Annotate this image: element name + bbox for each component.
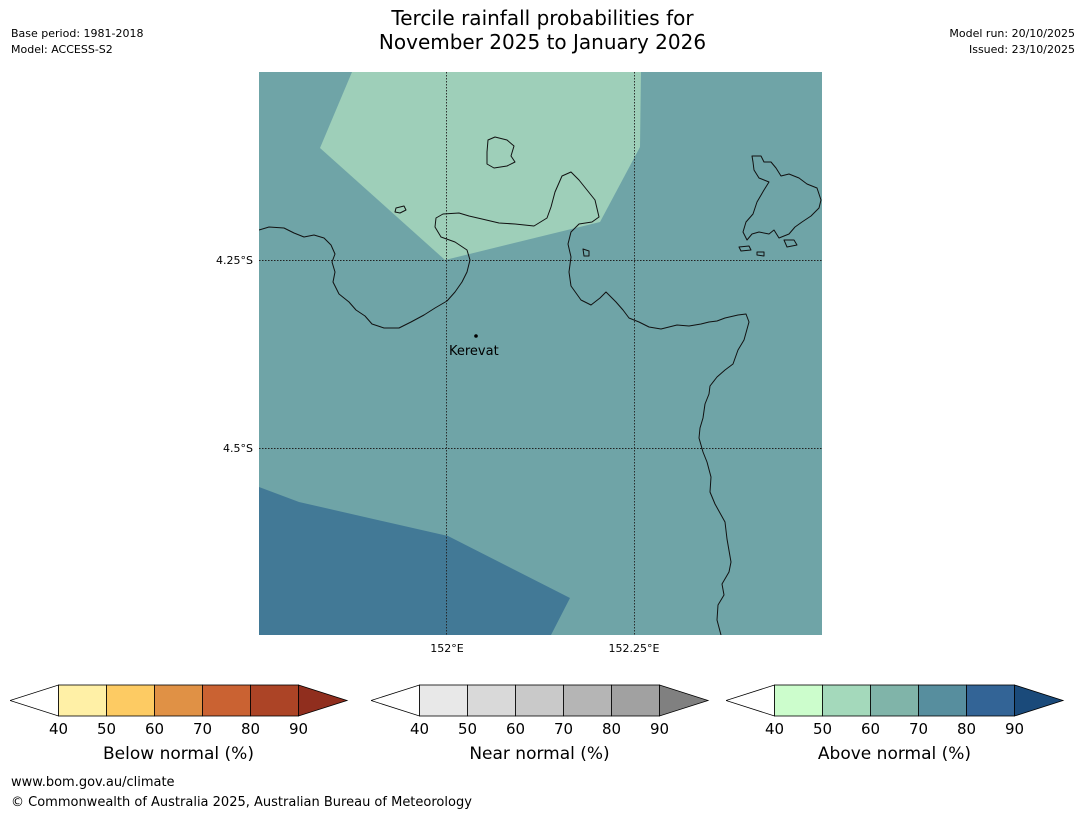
legend-above-title: Above normal (%) xyxy=(817,744,972,764)
legend-near-tick-60: 60 xyxy=(506,720,525,738)
legend-above-normal-colorbar: 40 50 60 70 80 90 xyxy=(726,684,1065,738)
model-run-label: Model run: 20/10/2025 xyxy=(949,27,1075,40)
legend-near-tick-70: 70 xyxy=(554,720,573,738)
legend-above-bin-80-90 xyxy=(966,684,1015,717)
legend-above-tick-80: 80 xyxy=(957,720,976,738)
map-svg: Kerevat xyxy=(259,72,822,635)
legend-below-bin-70-80 xyxy=(202,684,251,717)
lon-label-152-25: 152.25°E xyxy=(608,642,660,655)
title-line-1: Tercile rainfall probabilities for xyxy=(391,6,694,30)
legend-below-tick-40: 40 xyxy=(49,720,68,738)
model-label: Model: ACCESS-S2 xyxy=(11,43,113,56)
legend-below-bin-50-60 xyxy=(106,684,155,717)
lat-label-4-5: 4.5°S xyxy=(223,442,253,455)
legend-above-extend-high xyxy=(1014,684,1065,717)
legend-below-normal: 40 50 60 70 80 90 xyxy=(10,684,350,744)
legend-below-bin-40-50 xyxy=(58,684,107,717)
legend-below-tick-80: 80 xyxy=(241,720,260,738)
legend-near-bin-80-90 xyxy=(611,684,660,717)
legend-near-bin-50-60 xyxy=(467,684,516,717)
lat-label-4-25: 4.25°S xyxy=(216,254,253,267)
map-region-80-90 xyxy=(259,487,570,635)
legend-above-bin-60-70 xyxy=(870,684,919,717)
legend-above-tick-90: 90 xyxy=(1005,720,1024,738)
legend-below-title: Below normal (%) xyxy=(103,744,254,764)
footer-copyright: © Commonwealth of Australia 2025, Austra… xyxy=(11,795,472,810)
footer-url: www.bom.gov.au/climate xyxy=(11,775,175,790)
legend-above-bin-50-60 xyxy=(822,684,871,717)
title-line-2: November 2025 to January 2026 xyxy=(378,30,707,54)
legend-near-tick-40: 40 xyxy=(410,720,429,738)
legend-above-extend-low xyxy=(726,684,775,717)
legend-near-normal-colorbar: 40 50 60 70 80 90 xyxy=(371,684,710,738)
legend-near-bin-70-80 xyxy=(563,684,612,717)
legend-below-extend-high xyxy=(298,684,349,717)
legend-near-tick-90: 90 xyxy=(650,720,669,738)
legend-below-tick-90: 90 xyxy=(289,720,308,738)
legend-near-extend-low xyxy=(371,684,420,717)
base-period-text: Base period: 1981-2018 Model: ACCESS-S2 xyxy=(11,26,143,58)
lon-label-152: 152°E xyxy=(430,642,464,655)
legend-near-tick-50: 50 xyxy=(458,720,477,738)
kerevat-marker xyxy=(474,334,478,338)
page-title: Tercile rainfall probabilities for Novem… xyxy=(0,6,1085,54)
legend-above-tick-50: 50 xyxy=(813,720,832,738)
kerevat-label: Kerevat xyxy=(449,344,499,359)
legend-near-normal: 40 50 60 70 80 90 xyxy=(371,684,711,744)
legend-above-tick-60: 60 xyxy=(861,720,880,738)
legend-above-normal: 40 50 60 70 80 90 xyxy=(726,684,1066,744)
legend-below-extend-low xyxy=(10,684,59,717)
legend-below-normal-colorbar: 40 50 60 70 80 90 xyxy=(10,684,349,738)
map-coastline xyxy=(259,136,822,635)
legend-near-title: Near normal (%) xyxy=(469,744,610,764)
issued-label: Issued: 23/10/2025 xyxy=(968,43,1075,56)
model-run-text: Model run: 20/10/2025 Issued: 23/10/2025 xyxy=(949,26,1075,58)
legend-above-tick-40: 40 xyxy=(765,720,784,738)
base-period-label: Base period: 1981-2018 xyxy=(11,27,144,40)
legend-above-bin-40-50 xyxy=(774,684,823,717)
legend-below-tick-60: 60 xyxy=(145,720,164,738)
legend-below-bin-60-70 xyxy=(154,684,203,717)
legend-above-bin-70-80 xyxy=(918,684,967,717)
legend-below-tick-70: 70 xyxy=(193,720,212,738)
legend-near-extend-high xyxy=(659,684,710,717)
legend-near-tick-80: 80 xyxy=(602,720,621,738)
map-gridlines xyxy=(259,72,822,635)
probability-map: Kerevat xyxy=(259,72,822,635)
legend-above-tick-70: 70 xyxy=(909,720,928,738)
legend-near-bin-40-50 xyxy=(419,684,468,717)
legend-below-tick-50: 50 xyxy=(97,720,116,738)
legend-near-bin-60-70 xyxy=(515,684,564,717)
legend-below-bin-80-90 xyxy=(250,684,299,717)
